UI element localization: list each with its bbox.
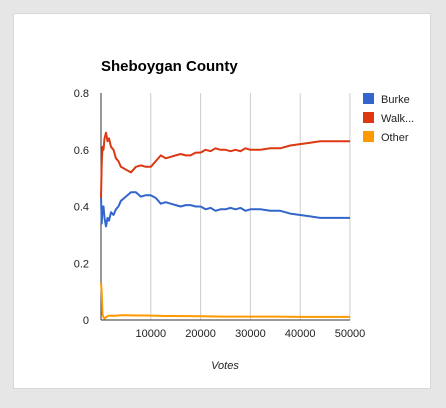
series-line-3 [100,283,350,320]
grid [150,93,351,320]
legend-label: Other [381,132,409,144]
x-tick-label: 50000 [335,328,366,340]
series-lines [100,131,350,320]
x-tick-label: 40000 [285,328,316,340]
x-tick-label: 20000 [185,328,216,340]
legend: Burke Walk... Other [363,93,414,144]
y-tick-label: 0.8 [74,88,89,100]
chart-title: Sheboygan County [101,58,238,75]
legend-swatch [363,112,374,123]
legend-label: Walk... [381,113,414,125]
y-tick-label: 0.2 [74,258,89,270]
y-tick-label: 0 [83,315,89,327]
y-tick-label: 0.4 [74,202,89,214]
x-tick-label: 10000 [136,328,167,340]
axes: 10000 20000 30000 40000 50000 0 0.2 0.4 0.6 0.8 [74,88,366,340]
legend-label: Burke [381,94,410,106]
line-chart: Sheboygan County 10000 20000 30000 40000 500… [74,58,415,372]
legend-swatch [363,131,374,142]
x-tick-label: 30000 [235,328,266,340]
x-axis-title: Votes [211,360,239,372]
y-tick-label: 0.6 [74,145,89,157]
series-line-1 [100,191,350,228]
legend-swatch [363,93,374,104]
chart-card: Sheboygan County 10000 20000 30000 40000 500… [13,13,431,389]
series-line-2 [100,131,350,199]
